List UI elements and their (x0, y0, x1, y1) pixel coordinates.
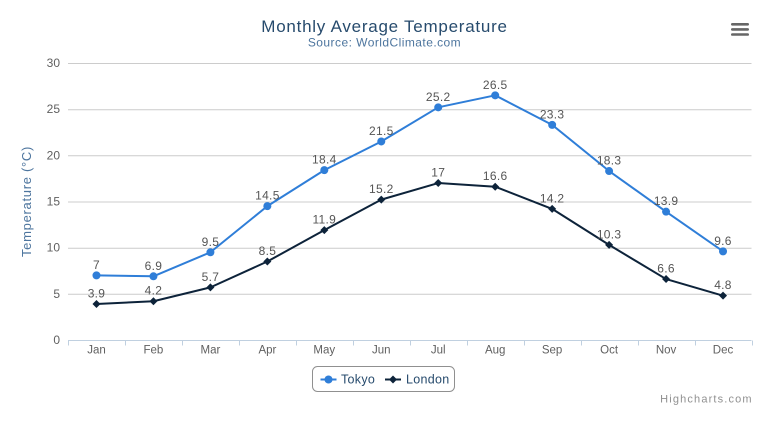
svg-text:Apr: Apr (258, 345, 276, 357)
svg-text:9.5: 9.5 (202, 235, 220, 249)
svg-text:7: 7 (93, 258, 100, 272)
svg-text:Monthly Average Temperature: Monthly Average Temperature (261, 17, 507, 36)
svg-text:Feb: Feb (143, 345, 163, 357)
svg-text:15.2: 15.2 (369, 182, 394, 196)
svg-text:9.6: 9.6 (714, 234, 732, 248)
svg-text:25.2: 25.2 (426, 90, 451, 104)
svg-text:10: 10 (47, 241, 61, 255)
svg-text:21.5: 21.5 (369, 124, 394, 138)
svg-text:18.4: 18.4 (312, 153, 337, 167)
svg-text:4.2: 4.2 (145, 284, 163, 298)
svg-text:3.9: 3.9 (88, 287, 106, 301)
svg-text:May: May (313, 345, 335, 357)
svg-text:10.3: 10.3 (597, 227, 622, 241)
svg-text:0: 0 (53, 333, 60, 347)
svg-text:17: 17 (431, 166, 445, 180)
svg-text:14.5: 14.5 (255, 189, 280, 203)
svg-text:13.9: 13.9 (654, 194, 679, 208)
svg-text:London: London (406, 373, 450, 387)
svg-text:Jul: Jul (431, 345, 446, 357)
svg-text:Sep: Sep (542, 345, 562, 357)
svg-text:Dec: Dec (713, 345, 734, 357)
svg-text:6.9: 6.9 (145, 259, 163, 273)
svg-text:15: 15 (47, 195, 61, 209)
svg-text:11.9: 11.9 (312, 213, 336, 227)
svg-text:25: 25 (47, 102, 61, 116)
svg-text:Jan: Jan (87, 345, 106, 357)
svg-text:26.5: 26.5 (483, 78, 508, 92)
svg-text:5: 5 (53, 287, 60, 301)
svg-text:Oct: Oct (600, 345, 619, 357)
svg-text:Jun: Jun (372, 345, 391, 357)
svg-text:Highcharts.com: Highcharts.com (660, 394, 753, 406)
svg-text:23.3: 23.3 (540, 107, 565, 121)
svg-text:Source: WorldClimate.com: Source: WorldClimate.com (308, 36, 461, 50)
svg-text:8.5: 8.5 (259, 244, 277, 258)
svg-text:18.3: 18.3 (597, 154, 622, 168)
svg-text:6.6: 6.6 (657, 262, 675, 276)
svg-text:20: 20 (47, 148, 61, 162)
svg-text:5.7: 5.7 (202, 270, 220, 284)
svg-text:Aug: Aug (485, 345, 505, 357)
svg-text:Temperature (°C): Temperature (°C) (19, 146, 34, 257)
svg-text:4.8: 4.8 (714, 278, 732, 292)
svg-text:Mar: Mar (200, 345, 220, 357)
svg-text:Nov: Nov (656, 345, 677, 357)
svg-text:30: 30 (47, 56, 61, 70)
svg-text:14.2: 14.2 (540, 191, 565, 205)
svg-text:Tokyo: Tokyo (341, 373, 375, 387)
svg-text:16.6: 16.6 (483, 169, 508, 183)
